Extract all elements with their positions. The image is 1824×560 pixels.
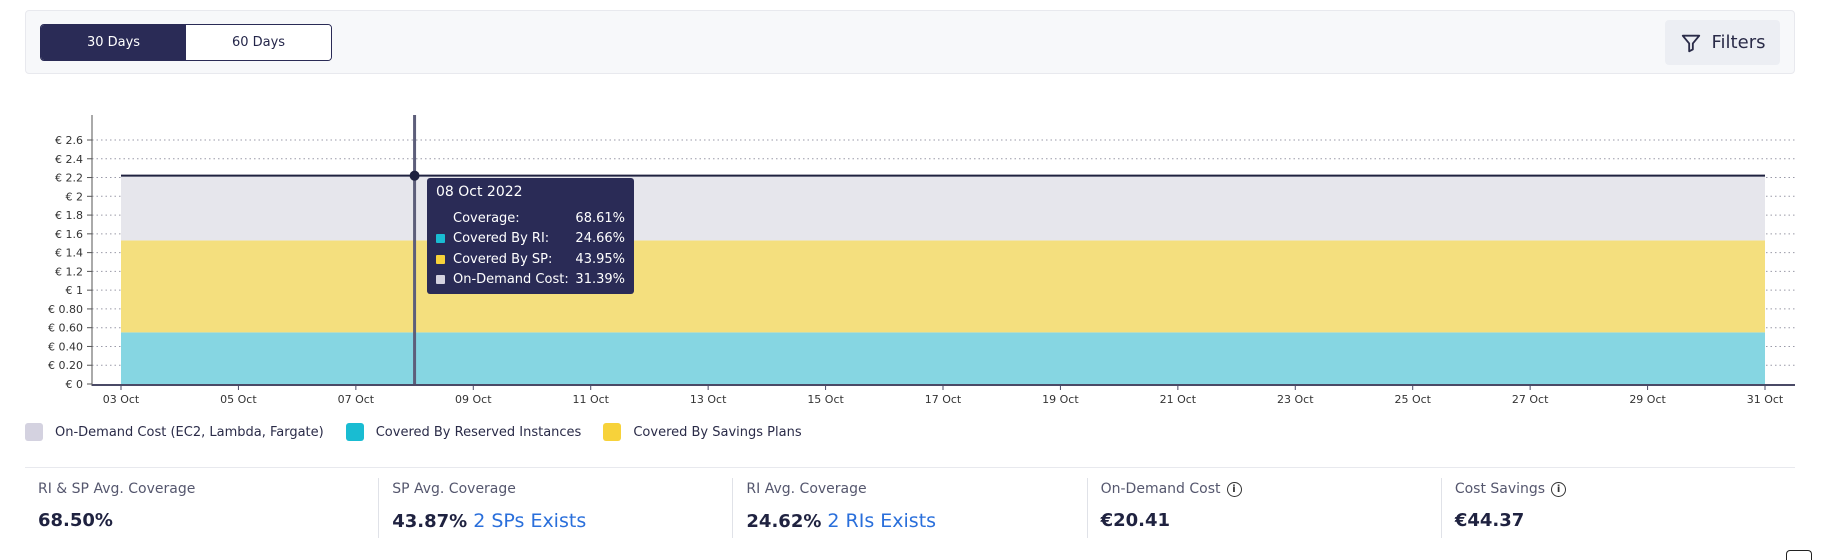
area-savings-plans [121,240,1765,333]
y-tick-label: € 2 [66,190,84,203]
x-tick-label: 23 Oct [1277,393,1314,406]
toolbar: 30 Days 60 Days Filters [25,10,1795,74]
legend-item-on-demand[interactable]: On-Demand Cost (EC2, Lambda, Fargate) [25,423,324,441]
legend-swatch-on-demand [25,423,43,441]
x-tick-label: 21 Oct [1160,393,1197,406]
tooltip-row: On-Demand Cost: 31.39% [436,270,625,291]
y-tick-label: € 2.4 [55,153,83,166]
stat-sp-avg-coverage: SP Avg. Coverage 43.87% 2 SPs Exists [379,478,734,538]
period-30-days-button[interactable]: 30 Days [41,25,186,60]
tooltip-label: Coverage: [453,210,520,226]
stat-ri-avg-coverage: RI Avg. Coverage 24.62% 2 RIs Exists [733,478,1088,538]
stat-label: SP Avg. Coverage [392,481,516,497]
x-tick-label: 15 Oct [807,393,844,406]
y-tick-label: € 0.40 [48,340,83,353]
stat-value: 24.62% [746,511,822,532]
stat-label: Cost Savings [1454,481,1546,497]
area-on-demand [121,174,1765,241]
x-tick-label: 29 Oct [1629,393,1666,406]
tooltip-date: 08 Oct 2022 [436,184,523,200]
x-tick-label: 31 Oct [1747,393,1784,406]
x-tick-label: 13 Oct [690,393,727,406]
x-tick-label: 03 Oct [103,393,140,406]
chart-legend: On-Demand Cost (EC2, Lambda, Fargate) Co… [25,423,824,441]
legend-item-reserved-instances[interactable]: Covered By Reserved Instances [345,423,582,441]
tooltip-value: 68.61% [575,210,625,226]
y-tick-label: € 0 [66,378,84,391]
legend-label-savings-plans: Covered By Savings Plans [633,424,802,440]
tooltip-value: 24.66% [575,231,625,247]
coverage-chart: € 0 € 0.20 € 0.40 € 0.60 € 0.80 € 1 € 1.2 € 1.4… [48,115,1795,406]
stat-ri-sp-avg-coverage: RI & SP Avg. Coverage 68.50% [25,478,380,538]
stat-value: €44.37 [1454,510,1525,531]
y-tick-label: € 0.80 [48,303,83,316]
tooltip-label: Covered By SP: [453,251,553,267]
hover-marker [409,170,420,181]
y-tick-label: € 1.2 [55,265,83,278]
stat-label: On-Demand Cost [1100,481,1221,497]
filters-label: Filters [1711,32,1766,53]
legend-label-on-demand: On-Demand Cost (EC2, Lambda, Fargate) [55,424,324,440]
stat-value: €20.41 [1100,510,1171,531]
y-tick-label: € 0.20 [48,359,83,372]
x-tick-label: 07 Oct [338,393,375,406]
divider [25,467,1795,468]
x-tick-label: 25 Oct [1394,393,1431,406]
tooltip-row: Coverage: 68.61% [436,208,625,229]
y-tick-label: € 1.4 [55,247,83,260]
x-tick-label: 19 Oct [1042,393,1079,406]
ris-exists-link[interactable]: 2 RIs Exists [827,510,937,532]
y-tick-label: € 1.6 [55,228,83,241]
y-tick-label: € 2.2 [55,172,83,185]
x-tick-label: 27 Oct [1512,393,1549,406]
tooltip-row: Covered By RI: 24.66% [436,229,625,250]
y-tick-label: € 1.8 [55,209,83,222]
filters-button[interactable]: Filters [1665,20,1780,65]
tooltip-value: 31.39% [575,272,625,288]
tooltip-dot [436,254,445,264]
funnel-icon [1681,34,1700,52]
tooltip-dot [436,234,445,244]
x-tick-label: 11 Oct [572,393,609,406]
stats-row: RI & SP Avg. Coverage 68.50% SP Avg. Cov… [25,478,1795,538]
legend-swatch-savings-plans [603,423,622,441]
stat-label: RI & SP Avg. Coverage [38,481,196,497]
y-tick-label: € 2.6 [55,134,83,147]
tooltip-value: 43.95% [575,251,625,267]
legend-label-reserved-instances: Covered By Reserved Instances [375,424,582,440]
period-toggle: 30 Days 60 Days [40,24,332,61]
stat-cost-savings: Cost Savings i €44.37 [1442,478,1795,538]
tooltip-dot [436,214,445,223]
stat-value: 68.50% [38,510,113,531]
legend-swatch-reserved-instances [345,423,364,441]
area-reserved-instances [121,332,1765,384]
x-tick-label: 09 Oct [455,393,492,406]
stat-label: RI Avg. Coverage [746,481,867,497]
y-tick-label: € 1 [66,284,84,297]
y-tick-label: € 0.60 [48,322,83,335]
x-tick-label: 17 Oct [925,393,962,406]
tooltip-label: On-Demand Cost: [453,272,569,288]
tooltip-row: Covered By SP: 43.95% [436,249,625,270]
info-icon[interactable]: i [1226,481,1242,497]
stat-on-demand-cost: On-Demand Cost i €20.41 [1088,478,1442,538]
sps-exists-link[interactable]: 2 SPs Exists [473,510,587,532]
stat-value: 43.87% [392,511,468,532]
info-icon[interactable]: i [1551,481,1567,497]
period-60-days-button[interactable]: 60 Days [186,25,331,60]
tooltip-label: Covered By RI: [453,231,550,247]
tooltip-dot [436,275,445,285]
widget-corner-icon [1786,550,1812,560]
legend-item-savings-plans[interactable]: Covered By Savings Plans [603,423,802,441]
chart-tooltip: 08 Oct 2022 Coverage: 68.61% Covered By RI… [427,178,634,294]
x-tick-label: 05 Oct [220,393,257,406]
